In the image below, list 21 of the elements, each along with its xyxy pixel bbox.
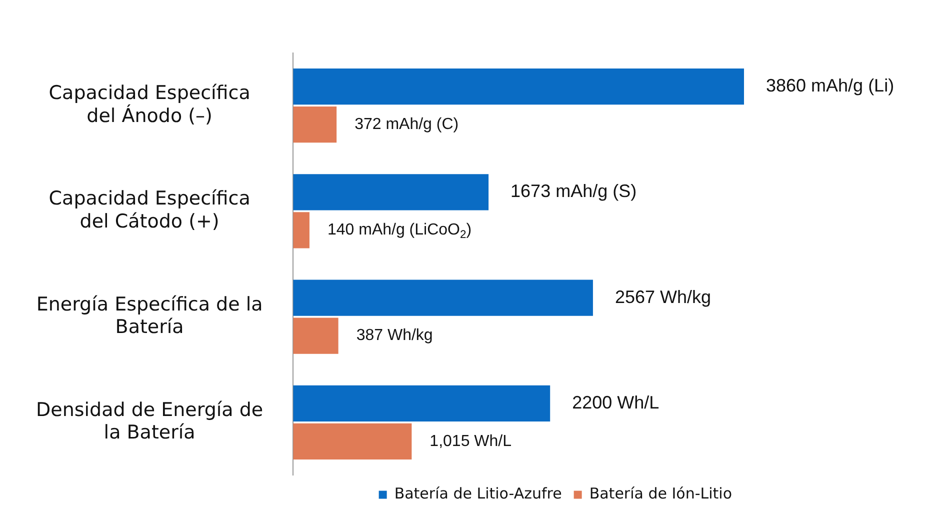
y-tick-label: Densidad de Energía de la Batería [36, 398, 264, 444]
data-label: 2200 Wh/L [572, 392, 660, 412]
legend-label: Batería de Ión-Litio [589, 484, 732, 503]
bar [293, 423, 412, 460]
data-label: 1,015 Wh/L [430, 432, 512, 450]
bar [293, 212, 310, 248]
data-label: 2567 Wh/kg [614, 286, 712, 307]
bar [293, 318, 338, 354]
bar [293, 68, 744, 105]
y-tick-label: Capacidad Específica del Ánodo (–) [48, 82, 250, 127]
data-label: 387 Wh/kg [356, 327, 433, 344]
bar [293, 385, 550, 422]
bar [293, 174, 489, 210]
data-label: 3860 mAh/g (Li) [766, 76, 894, 96]
bar [293, 106, 337, 143]
y-tick-label: Energía Específica de la Batería [36, 293, 263, 338]
bar [293, 280, 593, 316]
legend-label: Batería de Litio-Azufre [394, 484, 562, 503]
y-tick-label: Capacidad Específica del Cátodo (+) [48, 188, 250, 233]
data-label: 1673 mAh/g (S) [510, 181, 637, 202]
data-label: 372 mAh/g (C) [354, 116, 459, 134]
